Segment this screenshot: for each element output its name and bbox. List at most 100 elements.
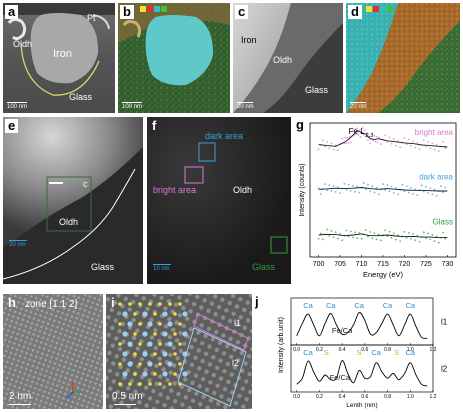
data-point [386,141,389,143]
data-point [412,140,414,143]
data-point [330,190,333,192]
data-point [414,239,417,242]
data-point [444,186,447,189]
data-point [356,237,359,239]
ca-atom [142,371,148,377]
data-point [403,137,406,139]
data-point [339,233,341,235]
data-point [324,183,326,186]
series-label: Glass [433,217,453,226]
s-atom [168,302,172,306]
data-point [349,189,352,192]
label-oldh: Oldh [13,39,33,49]
s-atom [158,342,162,346]
x-tick-label: 1.2 [430,394,437,400]
panel-label-e: e [5,119,19,133]
data-point [394,144,397,147]
data-point [414,146,417,149]
data-point [425,237,427,240]
panel-label-c: c [235,5,249,19]
data-point [373,232,376,235]
label-iron: Iron [241,35,257,45]
s-atom [158,322,162,326]
data-point [352,236,354,239]
peak-label: Ca [371,348,381,357]
data-point [410,186,412,189]
data-point [373,134,376,137]
data-point [334,144,337,147]
data-point [355,133,358,136]
s-atom [133,332,137,336]
data-point [349,230,352,233]
data-point [390,185,393,188]
s-atom [128,382,132,386]
data-point [427,192,429,194]
ca-atom [162,311,168,317]
scale-bar-label: 20 nm [350,104,367,110]
data-point [433,148,436,151]
data-point [319,232,322,235]
data-point [388,230,391,233]
ca-atom [147,341,153,347]
data-point [371,185,374,188]
x-tick-label: 700 [313,261,325,268]
x-tick-label: 0.8 [384,347,391,353]
panel-label-i: i [111,295,115,310]
s-atom [153,352,157,356]
scale-bar [350,102,366,103]
panel-b: b 100 nm [118,3,230,113]
x-tick-label: 1.0 [407,394,414,400]
x-tick-label: 0.0 [293,394,300,400]
data-point [337,186,339,188]
label-oldh: Oldh [59,217,79,227]
data-point [364,229,367,231]
s-atom [158,362,162,366]
data-point [374,140,377,143]
label-glass: Glass [252,262,276,272]
data-point [431,233,434,236]
panel-d-image [346,3,460,113]
label-oldh: Oldh [233,185,253,195]
data-point [388,136,391,139]
ca-atom [122,351,128,357]
data-point [369,231,372,233]
s-atom [178,362,182,366]
data-point [405,236,408,239]
data-point [364,188,367,191]
panel-e: e c Oldh Glass 20 nm [3,117,143,284]
data-point [435,194,438,197]
panel-h-image [3,294,103,409]
data-point [418,148,421,151]
scale-bar [122,102,142,103]
data-point [375,135,378,138]
peak-label: S [357,348,362,357]
data-point [354,128,356,131]
data-point [367,139,369,141]
peak-label: S [324,348,329,357]
data-point [371,133,374,136]
data-point [354,231,356,234]
data-point [364,135,367,138]
ca-atom [127,361,133,367]
data-point [354,190,356,193]
ca-atom [167,341,173,347]
data-point [379,143,382,145]
ca-atom [122,331,128,337]
y-axis-label: Intensity (counts) [299,163,306,216]
data-point [379,239,382,242]
panel-label-h: h [8,295,16,310]
data-point [410,144,412,147]
s-atom [138,302,142,306]
data-point [422,231,425,234]
data-point [347,142,350,144]
data-point [416,234,419,237]
data-point [358,232,361,234]
data-point [361,127,364,129]
data-point [397,193,399,196]
data-point [435,144,438,146]
s-atom [128,302,132,306]
ca-atom [182,311,188,317]
data-point [326,228,329,231]
ca-atom [142,311,148,317]
s-atom [153,332,157,336]
